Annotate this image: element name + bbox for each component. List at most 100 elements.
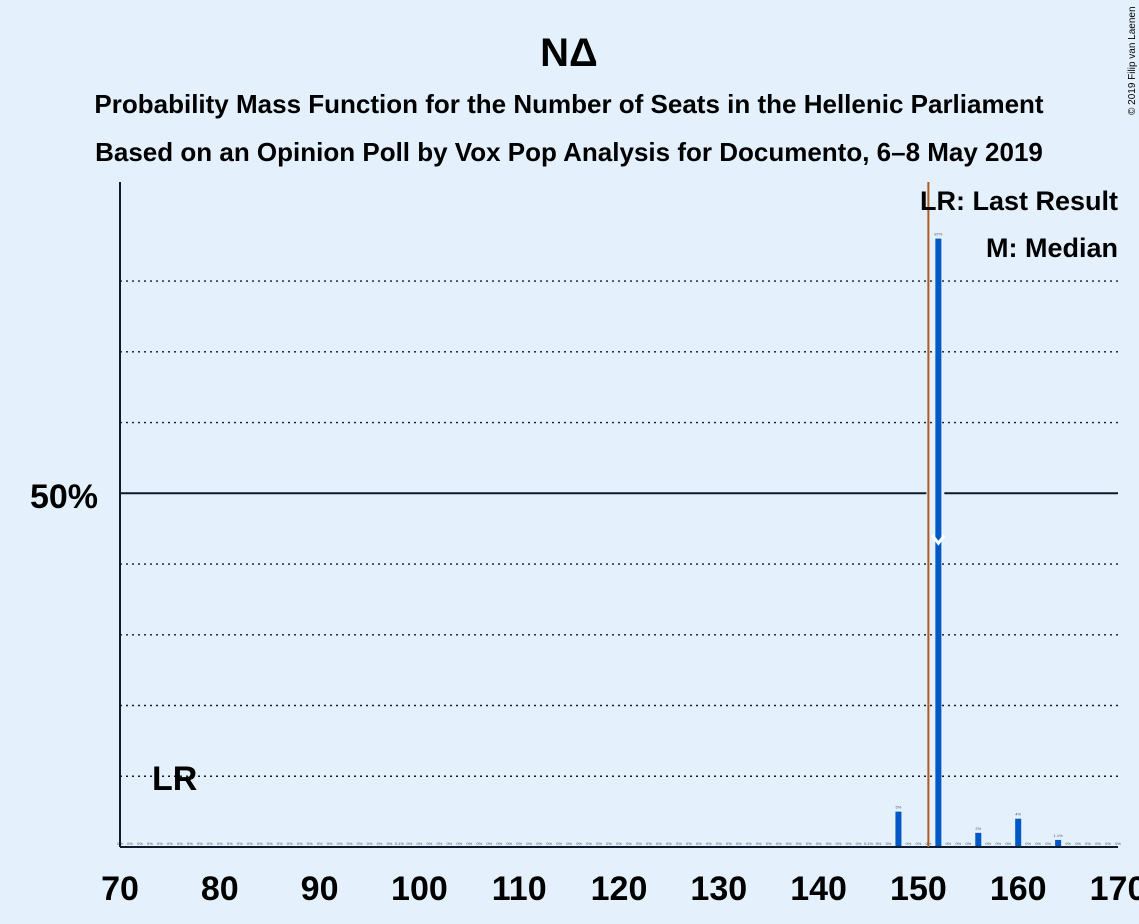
data-label-149: 0% [906, 841, 912, 846]
data-label-163: 0% [1045, 841, 1051, 846]
data-label-91: 0% [327, 841, 333, 846]
data-label-147: 0% [886, 841, 892, 846]
data-label-161: 0% [1025, 841, 1031, 846]
data-label-110: 0% [516, 841, 522, 846]
median-marker [931, 534, 946, 546]
data-label-159: 0% [1005, 841, 1011, 846]
data-label-84: 0% [257, 841, 263, 846]
data-label-162: 0% [1035, 841, 1041, 846]
y-gridlines [120, 280, 1118, 777]
data-label-166: 0% [1075, 841, 1081, 846]
legend-median: M: Median [986, 233, 1118, 263]
data-label-157: 0% [985, 841, 991, 846]
data-label-101: 0% [426, 841, 432, 846]
data-label-138: 0% [796, 841, 802, 846]
data-label-114: 0% [556, 841, 562, 846]
data-label-124: 0% [656, 841, 662, 846]
data-label-93: 0% [347, 841, 353, 846]
data-label-125: 0% [666, 841, 672, 846]
x-tick-80: 80 [201, 870, 239, 908]
x-tick-70: 70 [101, 870, 139, 908]
data-label-132: 0% [736, 841, 742, 846]
data-label-74: 0% [157, 841, 163, 846]
chart-subtitle-line-1: Probability Mass Function for the Number… [94, 89, 1044, 119]
data-label-95: 0% [367, 841, 373, 846]
data-label-75: 0% [167, 841, 173, 846]
data-label-109: 0% [506, 841, 512, 846]
data-label-80: 0% [217, 841, 223, 846]
data-label-129: 0% [706, 841, 712, 846]
data-label-121: 0% [626, 841, 632, 846]
chart-subtitle-line-2: Based on an Opinion Poll by Vox Pop Anal… [95, 137, 1043, 167]
x-tick-140: 140 [790, 870, 847, 908]
y-major-label: 50% [30, 478, 98, 516]
bar-label-152: 87% [934, 232, 942, 237]
data-label-116: 0% [576, 841, 582, 846]
chart-title: ΝΔ [540, 31, 598, 75]
data-label-98: 0.1% [395, 841, 405, 846]
bar-148 [895, 811, 902, 847]
bar-156 [975, 832, 982, 847]
bar-label-156: 2% [975, 826, 981, 831]
data-label-83: 0% [247, 841, 253, 846]
data-label-139: 0% [806, 841, 812, 846]
data-label-154: 0% [955, 841, 961, 846]
data-label-81: 0% [227, 841, 233, 846]
x-tick-130: 130 [690, 870, 747, 908]
copyright-note: © 2019 Filip van Laenen [1127, 6, 1138, 115]
data-label-137: 0% [786, 841, 792, 846]
data-label-111: 0% [526, 841, 532, 846]
markers [927, 182, 946, 847]
bar-label-164: 1.1% [1054, 833, 1064, 838]
data-label-122: 0% [636, 841, 642, 846]
data-label-106: 0% [476, 841, 482, 846]
data-label-112: 0% [536, 841, 542, 846]
data-label-142: 0% [836, 841, 842, 846]
data-label-99: 0% [407, 841, 413, 846]
data-label-170: 0% [1115, 841, 1121, 846]
data-label-82: 0% [237, 841, 243, 846]
data-label-115: 0% [566, 841, 572, 846]
data-label-165: 0% [1065, 841, 1071, 846]
data-label-88: 0% [297, 841, 303, 846]
data-label-123: 0% [646, 841, 652, 846]
data-label-100: 0% [417, 841, 423, 846]
data-label-113: 0% [546, 841, 552, 846]
data-label-146: 0% [876, 841, 882, 846]
data-label-145: 0.1% [864, 841, 874, 846]
data-label-104: 0% [456, 841, 462, 846]
data-label-153: 0% [945, 841, 951, 846]
data-label-73: 0% [147, 841, 153, 846]
data-label-126: 0% [676, 841, 682, 846]
x-tick-160: 160 [990, 870, 1047, 908]
bar-label-148: 5% [896, 805, 902, 810]
data-label-135: 0% [766, 841, 772, 846]
data-label-108: 0% [496, 841, 502, 846]
data-label-127: 0% [686, 841, 692, 846]
data-label-117: 0% [586, 841, 592, 846]
x-tick-170: 170 [1090, 870, 1139, 908]
axes: 70 80 90 100 110 120 130 140 150 160 170 [101, 182, 1139, 908]
data-label-90: 0% [317, 841, 323, 846]
data-label-155: 0% [965, 841, 971, 846]
data-label-85: 0% [267, 841, 273, 846]
data-label-169: 0% [1105, 841, 1111, 846]
data-label-97: 0% [387, 841, 393, 846]
x-tick-150: 150 [890, 870, 947, 908]
bars: 0% 0% 0% 0% 0% 0% 0% 0% 0% 0% 0% 0% 0% 0% 0% 0% 0% 0% 0% 0%… [117, 232, 1121, 847]
legend-last-result: LR: Last Result [920, 186, 1118, 216]
data-label-140: 0% [816, 841, 822, 846]
bar-label-160: 4% [1015, 812, 1021, 817]
bar-164 [1055, 839, 1062, 847]
data-label-102: 0% [436, 841, 442, 846]
data-label-87: 0% [287, 841, 293, 846]
data-label-144: 0% [856, 841, 862, 846]
data-label-131: 0% [726, 841, 732, 846]
data-label-72: 0% [137, 841, 143, 846]
data-label-105: 0% [466, 841, 472, 846]
data-label-158: 0% [995, 841, 1001, 846]
bar-160 [1015, 818, 1022, 847]
data-label-120: 0% [616, 841, 622, 846]
x-tick-120: 120 [591, 870, 648, 908]
